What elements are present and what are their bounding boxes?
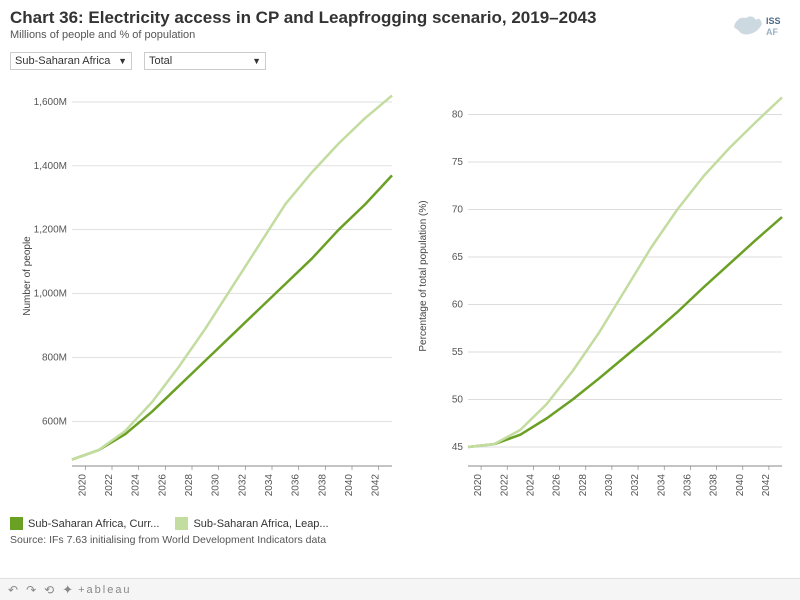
legend-label-leapfrog: Sub-Saharan Africa, Leap... — [193, 518, 328, 530]
svg-text:65: 65 — [452, 252, 464, 263]
svg-text:2024: 2024 — [525, 474, 536, 497]
svg-text:Number of people: Number of people — [22, 236, 33, 316]
svg-text:600M: 600M — [42, 416, 67, 427]
svg-text:2022: 2022 — [104, 474, 115, 497]
svg-text:1,400M: 1,400M — [34, 161, 67, 172]
legend: Sub-Saharan Africa, Curr... Sub-Saharan … — [0, 513, 800, 532]
tableau-logo: ✦ +ableau — [62, 582, 131, 598]
svg-text:2020: 2020 — [473, 474, 484, 497]
svg-text:2020: 2020 — [77, 474, 88, 497]
svg-text:50: 50 — [452, 395, 464, 406]
svg-text:2030: 2030 — [604, 474, 615, 497]
svg-text:2036: 2036 — [682, 474, 693, 497]
svg-text:2038: 2038 — [709, 474, 720, 497]
svg-text:70: 70 — [452, 205, 464, 216]
svg-text:45: 45 — [452, 442, 464, 453]
chart-right: 45 50 55 60 65 70 75 80 2020 2022 2024 2026 2028 2030… — [410, 78, 790, 513]
svg-text:2042: 2042 — [761, 474, 772, 497]
svg-text:2040: 2040 — [735, 474, 746, 497]
svg-text:2032: 2032 — [630, 474, 641, 497]
chart-subtitle: Millions of people and % of population — [10, 29, 732, 41]
svg-text:1,000M: 1,000M — [34, 289, 67, 300]
svg-text:2028: 2028 — [578, 474, 589, 497]
svg-text:55: 55 — [452, 347, 464, 358]
svg-text:2026: 2026 — [552, 474, 563, 497]
header: Chart 36: Electricity access in CP and L… — [0, 0, 800, 46]
charts-row: 600M 800M 1,000M 1,200M 1,400M 1,600M 2020 2022… — [0, 74, 800, 513]
undo-icon[interactable]: ↶ — [8, 583, 18, 597]
svg-text:2040: 2040 — [344, 474, 355, 497]
svg-text:80: 80 — [452, 110, 464, 121]
svg-text:2034: 2034 — [656, 474, 667, 497]
type-dropdown-value: Total — [149, 55, 172, 67]
svg-text:2022: 2022 — [499, 474, 510, 497]
legend-swatch-leapfrog — [175, 517, 188, 530]
svg-text:2028: 2028 — [184, 474, 195, 497]
svg-text:60: 60 — [452, 300, 464, 311]
svg-text:2032: 2032 — [237, 474, 248, 497]
svg-text:Percentage of total population: Percentage of total population (%) — [418, 200, 429, 351]
svg-text:2030: 2030 — [211, 474, 222, 497]
chevron-down-icon: ▼ — [252, 56, 261, 66]
legend-item-leapfrog[interactable]: Sub-Saharan Africa, Leap... — [175, 517, 328, 530]
legend-label-current: Sub-Saharan Africa, Curr... — [28, 518, 159, 530]
type-dropdown[interactable]: Total ▼ — [144, 52, 266, 70]
region-dropdown-value: Sub-Saharan Africa — [15, 55, 110, 67]
chevron-down-icon: ▼ — [118, 56, 127, 66]
tableau-footer: ↶ ↷ ⟲ ✦ +ableau — [0, 578, 800, 600]
reset-icon[interactable]: ⟲ — [44, 583, 54, 597]
svg-text:1,600M: 1,600M — [34, 97, 67, 108]
controls-row: Sub-Saharan Africa ▼ Total ▼ — [0, 46, 800, 74]
svg-text:2042: 2042 — [371, 474, 382, 497]
svg-text:2038: 2038 — [317, 474, 328, 497]
title-block: Chart 36: Electricity access in CP and L… — [10, 8, 732, 41]
svg-text:75: 75 — [452, 157, 464, 168]
tableau-text: +ableau — [78, 584, 131, 596]
svg-text:2026: 2026 — [157, 474, 168, 497]
chart-left: 600M 800M 1,000M 1,200M 1,400M 1,600M 2020 2022… — [10, 78, 400, 513]
legend-swatch-current — [10, 517, 23, 530]
svg-text:ISS: ISS — [766, 16, 781, 26]
redo-icon[interactable]: ↷ — [26, 583, 36, 597]
chart-title: Chart 36: Electricity access in CP and L… — [10, 8, 732, 28]
source-text: Source: IFs 7.63 initialising from World… — [0, 532, 800, 548]
iss-af-logo: ISS AF — [732, 8, 790, 44]
svg-text:2034: 2034 — [264, 474, 275, 497]
svg-text:1,200M: 1,200M — [34, 225, 67, 236]
legend-item-current[interactable]: Sub-Saharan Africa, Curr... — [10, 517, 159, 530]
region-dropdown[interactable]: Sub-Saharan Africa ▼ — [10, 52, 132, 70]
svg-text:2024: 2024 — [131, 474, 142, 497]
svg-text:800M: 800M — [42, 352, 67, 363]
svg-text:2036: 2036 — [291, 474, 302, 497]
svg-text:AF: AF — [766, 27, 778, 37]
tableau-mark-icon: ✦ — [62, 582, 76, 598]
